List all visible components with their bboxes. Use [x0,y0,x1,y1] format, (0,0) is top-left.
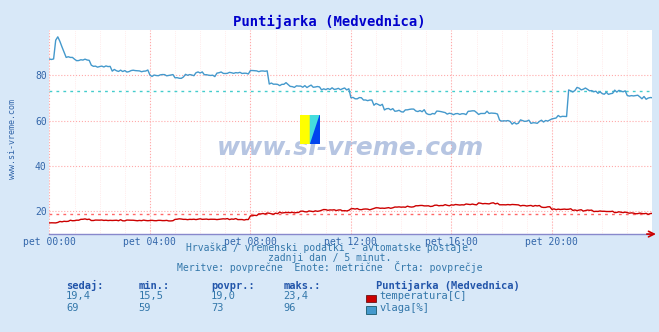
Text: 23,4: 23,4 [283,291,308,301]
Text: 15,5: 15,5 [138,291,163,301]
Text: vlaga[%]: vlaga[%] [380,303,430,313]
Text: Hrvaška / vremenski podatki - avtomatske postaje.: Hrvaška / vremenski podatki - avtomatske… [186,242,473,253]
Text: www.si-vreme.com: www.si-vreme.com [8,100,17,179]
Text: maks.:: maks.: [283,281,321,291]
Text: 19,4: 19,4 [66,291,91,301]
Text: 69: 69 [66,303,78,313]
Text: Puntijarka (Medvednica): Puntijarka (Medvednica) [376,280,519,291]
Text: Meritve: povprečne  Enote: metrične  Črta: povprečje: Meritve: povprečne Enote: metrične Črta:… [177,261,482,273]
Polygon shape [310,115,320,144]
Text: 19,0: 19,0 [211,291,236,301]
Text: min.:: min.: [138,281,169,291]
Text: povpr.:: povpr.: [211,281,254,291]
Text: zadnji dan / 5 minut.: zadnji dan / 5 minut. [268,253,391,263]
Text: Puntijarka (Medvednica): Puntijarka (Medvednica) [233,15,426,29]
Text: sedaj:: sedaj: [66,280,103,291]
Text: 59: 59 [138,303,151,313]
Text: temperatura[C]: temperatura[C] [380,291,467,301]
Text: 73: 73 [211,303,223,313]
Text: 96: 96 [283,303,296,313]
Text: www.si-vreme.com: www.si-vreme.com [217,136,484,160]
Polygon shape [310,115,320,144]
Bar [300,115,310,144]
